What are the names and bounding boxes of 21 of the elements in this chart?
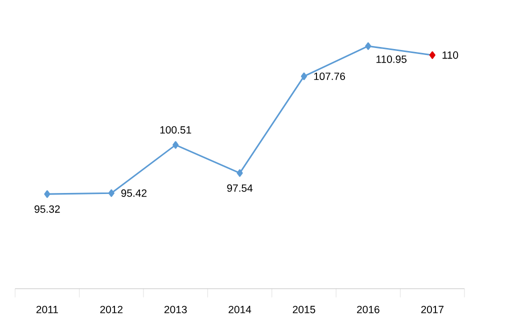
data-label: 110 (442, 52, 458, 59)
x-tick-label: 2012 (100, 306, 123, 314)
x-tick-label: 2011 (36, 306, 58, 314)
data-label: 107.76 (314, 72, 345, 80)
x-tick-label: 2014 (228, 306, 252, 314)
point (236, 169, 243, 177)
point (44, 190, 50, 198)
data-label: 100.51 (160, 126, 192, 134)
point (365, 42, 372, 50)
data-label: 97.54 (227, 184, 253, 192)
point (108, 189, 114, 198)
x-tick-label: 2017 (421, 306, 444, 314)
data-label: 95.32 (34, 206, 60, 213)
point (172, 141, 179, 149)
point (429, 51, 436, 60)
point (300, 72, 308, 80)
data-label: 95.42 (121, 190, 147, 197)
x-tick-label: 2013 (164, 306, 187, 314)
data-label: 110.95 (376, 56, 407, 64)
x-tick-label: 2015 (292, 306, 316, 314)
x-tick-label: 2016 (357, 306, 380, 314)
